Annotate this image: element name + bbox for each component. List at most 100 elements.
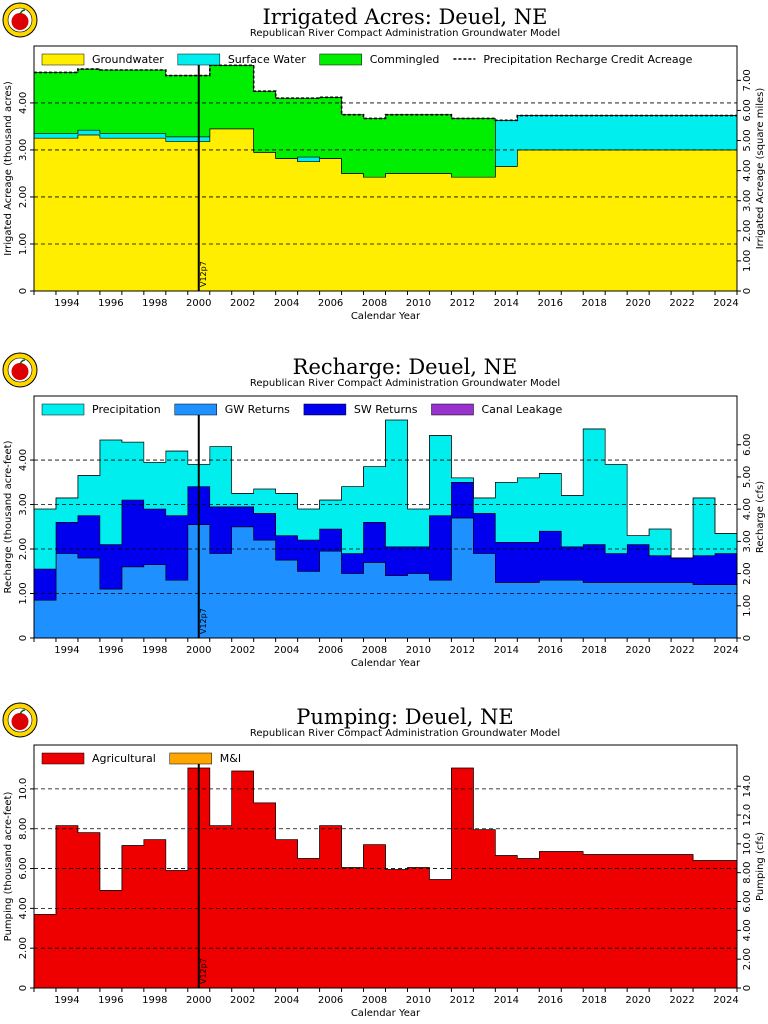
x-tick-label: 2012 [450, 995, 475, 1006]
y2-tick-label: 3.00 [742, 190, 753, 212]
version-marker-label: V12p7 [199, 261, 208, 287]
y2-tick-label: 4.00 [742, 919, 753, 941]
x-tick-label: 1994 [54, 645, 79, 656]
x-tick-label: 2004 [274, 645, 299, 656]
y2-tick-label: 6.00 [742, 434, 753, 456]
y2-tick-label: 4.00 [742, 159, 753, 181]
y2-tick-label: 2.00 [742, 948, 753, 970]
x-tick-label: 2022 [669, 645, 694, 656]
x-tick-label: 2002 [230, 298, 255, 309]
x-tick-label: 2022 [669, 298, 694, 309]
y-axis-label: Irrigated Acreage (thousand acres) [3, 81, 14, 256]
y2-tick-label: 2.00 [742, 562, 753, 584]
legend-swatch [41, 752, 85, 765]
legend-label: GW Returns [225, 403, 290, 416]
legend-label: Precipitation Recharge Credit Acreage [483, 53, 692, 66]
y-tick-label: 4.00 [18, 449, 29, 471]
legend-label: Agricultural [92, 752, 156, 765]
x-tick-label: 2006 [318, 298, 343, 309]
y-tick-label: 4.00 [18, 897, 29, 919]
x-tick-label: 1996 [98, 995, 123, 1006]
y2-tick-label: 5.00 [742, 129, 753, 151]
y-tick-label: 8.00 [18, 818, 29, 840]
x-tick-label: 2010 [406, 995, 431, 1006]
y2-tick-label: 0 [742, 288, 753, 294]
y2-tick-label: 7.00 [742, 69, 753, 91]
y2-tick-label: 6.00 [742, 890, 753, 912]
chart-subtitle: Republican River Compact Administration … [250, 378, 560, 389]
y2-tick-label: 4.00 [742, 498, 753, 520]
leaf-icon [19, 709, 26, 715]
y2-axis-label: Recharge (cfs) [755, 481, 766, 553]
y-tick-label: 3.00 [18, 139, 29, 161]
y-tick-label: 4.00 [18, 92, 29, 114]
chart-title: Pumping: Deuel, NE [296, 705, 513, 729]
y2-tick-label: 1.00 [742, 250, 753, 272]
y2-tick-label: 10.0 [742, 833, 753, 855]
x-tick-label: 2014 [494, 298, 519, 309]
legend-swatch [41, 53, 85, 66]
y-tick-label: 0 [18, 635, 29, 641]
x-tick-label: 1998 [142, 645, 167, 656]
x-tick-label: 2016 [538, 645, 563, 656]
x-tick-label: 1998 [142, 995, 167, 1006]
y2-tick-label: 2.00 [742, 220, 753, 242]
chart-title: Irrigated Acres: Deuel, NE [263, 5, 548, 29]
x-tick-label: 2000 [186, 995, 211, 1006]
legend-label: SW Returns [354, 403, 418, 416]
x-tick-label: 1994 [54, 298, 79, 309]
y-tick-label: 6.00 [18, 857, 29, 879]
y-tick-label: 1.00 [18, 582, 29, 604]
x-tick-label: 2008 [362, 645, 387, 656]
legend-swatch [174, 403, 218, 416]
y2-tick-label: 5.00 [742, 466, 753, 488]
legend-swatch [431, 403, 474, 416]
x-tick-label: 2016 [538, 298, 563, 309]
chart-subtitle: Republican River Compact Administration … [250, 728, 560, 739]
leaf-icon [19, 9, 26, 15]
x-tick-label: 2006 [318, 995, 343, 1006]
legend-label: M&I [220, 752, 241, 765]
x-tick-label: 2024 [713, 645, 738, 656]
x-tick-label: 2008 [362, 995, 387, 1006]
x-tick-label: 2016 [538, 995, 563, 1006]
x-tick-label: 2020 [625, 645, 650, 656]
y2-tick-label: 0 [742, 635, 753, 641]
y2-tick-label: 6.00 [742, 99, 753, 121]
x-axis-label: Calendar Year [351, 658, 421, 669]
x-tick-label: 1998 [142, 298, 167, 309]
y2-tick-label: 0 [742, 985, 753, 991]
x-tick-label: 2014 [494, 995, 519, 1006]
y2-tick-label: 3.00 [742, 530, 753, 552]
x-tick-label: 1996 [98, 645, 123, 656]
y-tick-label: 0 [18, 288, 29, 294]
apple-icon [11, 713, 29, 730]
leaf-icon [19, 359, 26, 365]
legend-swatch [319, 53, 362, 66]
y2-tick-label: 12.0 [742, 804, 753, 826]
chart-title: Recharge: Deuel, NE [293, 355, 518, 379]
y-tick-label: 3.00 [18, 493, 29, 515]
y-tick-label: 2.00 [18, 538, 29, 560]
y-tick-label: 2.00 [18, 186, 29, 208]
x-tick-label: 2024 [713, 995, 738, 1006]
x-axis-label: Calendar Year [351, 311, 421, 322]
x-tick-label: 2010 [406, 298, 431, 309]
area-series-m-i [34, 767, 737, 915]
x-tick-label: 1996 [98, 298, 123, 309]
legend-swatch [169, 752, 213, 765]
version-marker-label: V12p7 [199, 608, 208, 634]
legend-label: Commingled [370, 53, 440, 66]
chart-subtitle: Republican River Compact Administration … [250, 28, 560, 39]
legend-swatch [303, 403, 347, 416]
x-tick-label: 2004 [274, 995, 299, 1006]
x-tick-label: 2018 [581, 298, 606, 309]
legend-swatch [177, 53, 221, 66]
x-axis-label: Calendar Year [351, 1008, 421, 1019]
x-tick-label: 2004 [274, 298, 299, 309]
x-tick-label: 2018 [581, 645, 606, 656]
legend-swatch [41, 403, 85, 416]
